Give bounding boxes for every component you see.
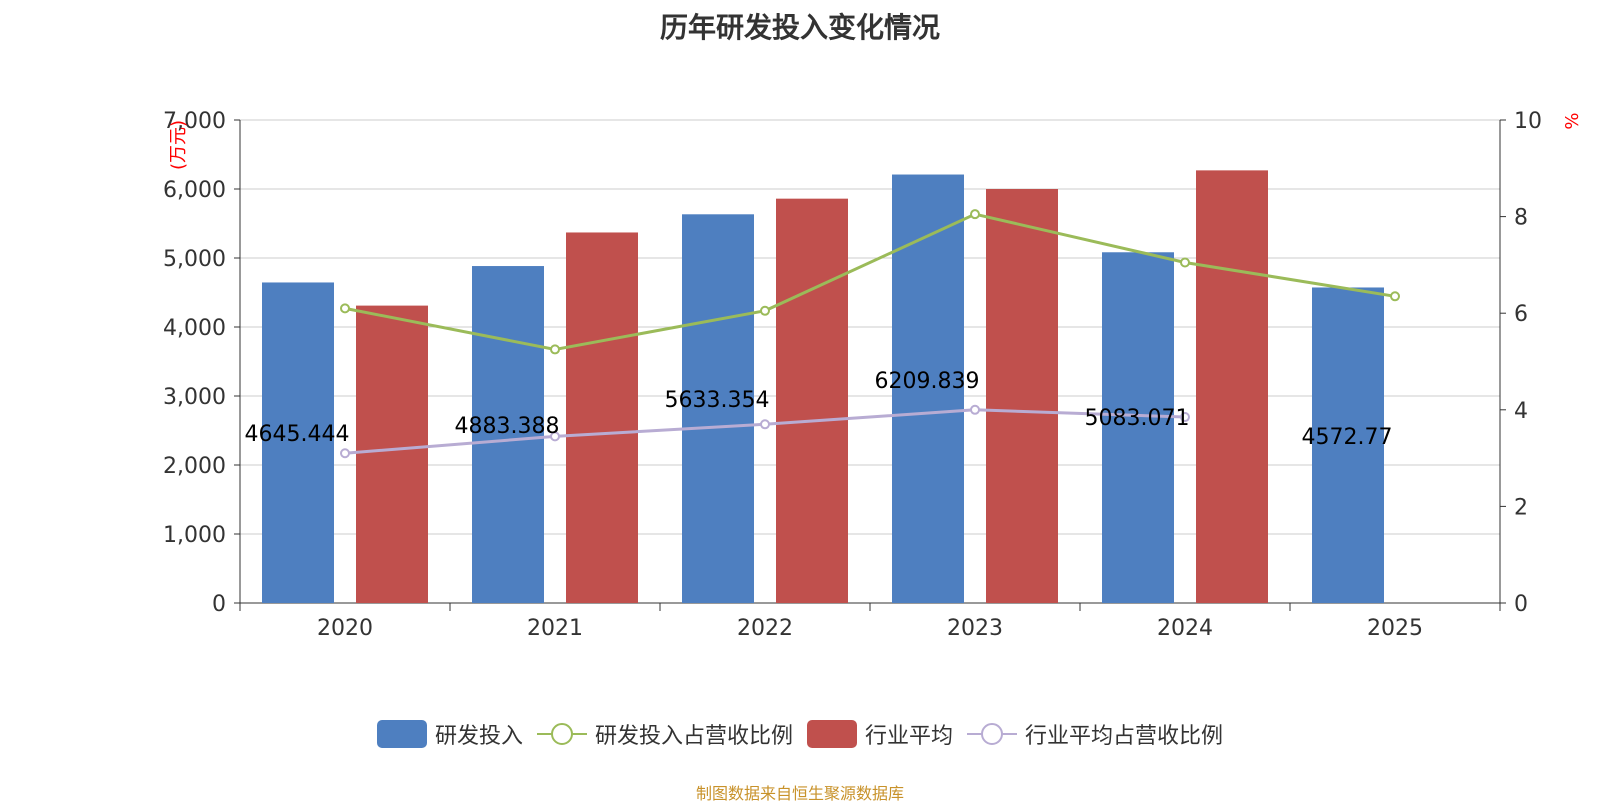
chart-svg: 01,0002,0003,0004,0005,0006,0007,0000246… <box>163 109 1583 641</box>
point-industry-ratio <box>970 404 980 415</box>
point-rd-ratio <box>760 305 770 316</box>
source-note: 制图数据来自恒生聚源数据库 <box>695 784 904 803</box>
bar-rd <box>682 214 754 603</box>
y-left-tick-label: 5,000 <box>163 247 226 272</box>
x-tick-label: 2022 <box>737 616 793 641</box>
bar-rd <box>262 282 334 603</box>
legend-item-industry-ratio[interactable]: 行业平均占营收比例 <box>967 718 1223 750</box>
legend-label-industry-ratio: 行业平均占营收比例 <box>1025 724 1224 749</box>
y-left-tick-label: 1,000 <box>163 523 226 548</box>
legend: 研发投入 研发投入占营收比例 行业平均 行业平均占营收比例 <box>0 718 1600 750</box>
point-industry-ratio <box>760 419 770 430</box>
y-right-tick-label: 4 <box>1514 399 1528 424</box>
x-tick-label: 2025 <box>1367 616 1423 641</box>
point-rd-ratio <box>1390 291 1400 302</box>
y-left-tick-label: 4,000 <box>163 316 226 341</box>
legend-label-rd-ratio: 研发投入占营收比例 <box>594 724 793 749</box>
y-left-tick-label: 7,000 <box>163 109 226 134</box>
data-label-rd: 4883.388 <box>455 414 560 439</box>
legend-label-industry: 行业平均 <box>865 724 954 749</box>
bar-industry <box>986 189 1058 603</box>
y-left-tick-label: 0 <box>212 592 226 617</box>
bar-industry <box>776 198 848 603</box>
legend-swatch-rd <box>376 720 427 748</box>
point-rd-ratio <box>550 344 560 355</box>
y-right-tick-label: 2 <box>1514 495 1528 520</box>
data-label-rd: 4645.444 <box>245 422 350 447</box>
bar-rd <box>1102 252 1174 603</box>
y-right-tick-label: 10 <box>1514 109 1542 134</box>
data-label-rd: 4572.77 <box>1302 425 1393 450</box>
bar-industry <box>566 232 638 603</box>
bar-industry <box>356 305 428 603</box>
data-label-rd: 6209.839 <box>875 369 980 394</box>
legend-item-rd[interactable]: 研发投入 <box>376 718 523 750</box>
x-tick-label: 2020 <box>317 616 373 641</box>
point-industry-ratio <box>340 448 350 459</box>
point-rd-ratio <box>970 209 980 220</box>
legend-swatch-rd-ratio <box>536 723 587 745</box>
y-right-tick-label: 0 <box>1514 592 1528 617</box>
y-right-unit-label: % <box>1562 112 1583 129</box>
legend-item-rd-ratio[interactable]: 研发投入占营收比例 <box>536 718 793 750</box>
y-left-tick-label: 3,000 <box>163 385 226 410</box>
point-rd-ratio <box>1180 257 1190 268</box>
x-tick-label: 2023 <box>947 616 1003 641</box>
chart-title: 历年研发投入变化情况 <box>659 11 940 44</box>
y-right-tick-label: 8 <box>1514 206 1528 231</box>
y-left-tick-label: 6,000 <box>163 178 226 203</box>
y-left-tick-label: 2,000 <box>163 454 226 479</box>
x-tick-label: 2024 <box>1157 616 1213 641</box>
legend-label-rd: 研发投入 <box>434 724 523 749</box>
line-rd-ratio <box>344 212 1396 351</box>
data-label-rd: 5083.071 <box>1085 406 1190 431</box>
y-left-unit-label: (万元) <box>168 120 189 170</box>
bar-rd <box>472 266 544 603</box>
x-tick-label: 2021 <box>527 616 583 641</box>
legend-item-industry[interactable]: 行业平均 <box>807 718 953 750</box>
point-industry-ratio <box>1180 412 1190 423</box>
legend-swatch-industry <box>807 720 857 748</box>
point-rd-ratio <box>340 303 350 314</box>
y-right-tick-label: 6 <box>1514 302 1528 327</box>
bar-industry <box>1196 170 1268 603</box>
point-industry-ratio <box>550 431 560 442</box>
legend-swatch-industry-ratio <box>967 723 1018 745</box>
bar-rd <box>1312 287 1384 603</box>
data-label-rd: 5633.354 <box>665 388 770 413</box>
